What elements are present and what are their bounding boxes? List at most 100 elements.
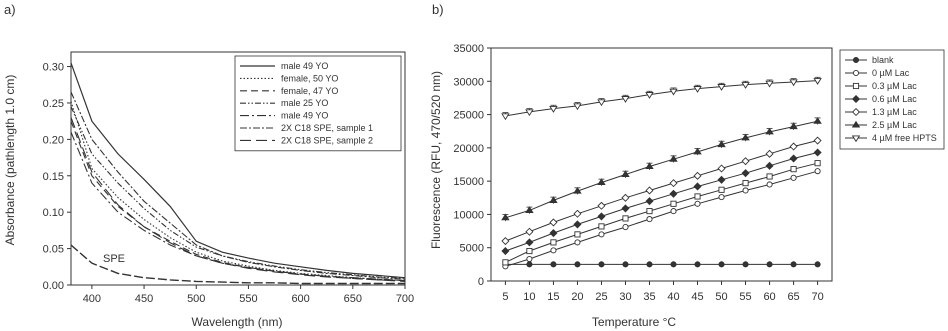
panel-b-data-point xyxy=(765,149,774,158)
panel-b-legend-label: 0.6 µM Lac xyxy=(872,94,917,104)
panel-b-data-point xyxy=(814,160,821,167)
panel-a-y-tick-label: 0.10 xyxy=(43,207,64,219)
panel-b-y-tick-label: 15000 xyxy=(453,176,484,188)
panel-b-data-point xyxy=(550,261,557,268)
panel-b-data-point xyxy=(670,261,677,268)
panel-b-plot: 5 10 15 20 25 30 35 40 45 50 55 60 65 70 0 5000 10000 150… xyxy=(453,43,833,303)
panel-b-data-point xyxy=(717,164,726,173)
panel-b-data-point xyxy=(621,96,630,103)
panel-b-data-point xyxy=(646,208,653,215)
panel-b-data-point xyxy=(622,224,629,231)
panel-a-series-line xyxy=(70,91,406,280)
panel-a-legend-label: male 25 YO xyxy=(281,98,328,108)
panel-b-data-point xyxy=(717,84,726,91)
panel-b-data-point xyxy=(501,237,510,246)
panel-b-x-tick-label: 70 xyxy=(811,291,823,303)
panel-b-data-point xyxy=(693,147,702,155)
panel-a-x-tick-label: 400 xyxy=(83,293,101,305)
panel-b-data-point xyxy=(525,206,534,213)
panel-b-data-point xyxy=(766,261,773,268)
panel-a-plot-frame xyxy=(70,51,406,286)
panel-b-data-point xyxy=(621,193,630,202)
panel-b-data-point xyxy=(790,174,797,181)
panel-b-data-point xyxy=(741,169,750,178)
panel-a-label: a) xyxy=(4,2,16,17)
panel-a-y-tick-label: 0.15 xyxy=(43,171,64,183)
panel-b-y-axis-label: Fluorescence (RFU, 470/520 nm) xyxy=(429,71,443,249)
panel-b-data-point xyxy=(597,212,606,221)
panel-b-data-point xyxy=(693,171,702,180)
panel-b-data-point xyxy=(645,162,654,170)
panel-b-data-point xyxy=(718,261,725,268)
panel-b-data-point xyxy=(597,178,606,186)
panel-b-data-point xyxy=(501,113,510,121)
panel-b-data-point xyxy=(573,103,582,111)
panel-b-series-line xyxy=(505,140,818,242)
panel-b-data-point xyxy=(525,227,534,236)
panel-a-y-tick-label: 0.30 xyxy=(43,62,64,74)
panel-b-plot-frame xyxy=(490,47,833,282)
panel-b-legend-marker xyxy=(851,94,861,104)
panel-b-data-point xyxy=(526,255,533,263)
panel-a-series-line xyxy=(70,101,406,282)
panel-b-legend-label: 0 µM Lac xyxy=(872,68,910,78)
panel-b-data-point xyxy=(597,99,606,107)
panel-b-data-point xyxy=(525,238,534,247)
panel-b-x-tick-label: 60 xyxy=(763,291,775,303)
panel-a-legend-label: male 49 YO xyxy=(281,61,328,71)
panel-b-x-tick-label: 25 xyxy=(595,291,607,303)
panel-b-data-point xyxy=(645,197,654,206)
panel-b-data-point xyxy=(669,179,678,188)
panel-b-data-point xyxy=(597,201,606,210)
panel-b-y-tick-label: 30000 xyxy=(453,76,484,88)
panel-a-legend-label: 2X C18 SPE, sample 2 xyxy=(281,135,373,145)
panel-b-data-point xyxy=(718,194,725,201)
panel-b-legend-label: 2.5 µM Lac xyxy=(872,120,917,130)
panel-b-legend-label: blank xyxy=(872,55,894,65)
panel-a-legend: male 49 YO female, 50 YO female, 47 YO male… xyxy=(234,55,402,152)
panel-b-x-tick-label: 40 xyxy=(667,291,679,303)
panel-a-y-tick-label: 0.25 xyxy=(43,98,64,110)
panel-a-x-axis-label: Wavelength (nm) xyxy=(192,315,283,329)
panel-b-data-point xyxy=(598,223,605,230)
panel-b-label: b) xyxy=(432,2,444,17)
panel-b-data-point xyxy=(525,109,534,117)
panel-b-data-point xyxy=(573,209,582,218)
panel-b-legend-box xyxy=(839,49,945,150)
panel-a-spe-annotation: SPE xyxy=(103,253,125,265)
panel-b-data-point xyxy=(669,189,678,198)
panel-a-legend-label: female, 50 YO xyxy=(281,73,338,83)
panel-b-data-point xyxy=(765,80,774,88)
panel-b-series-line xyxy=(505,80,818,117)
panel-b-x-tick-label: 45 xyxy=(691,291,703,303)
panel-b-data-point xyxy=(790,166,797,173)
panel-b-series-line xyxy=(505,170,818,267)
panel-b-y-tick-label: 10000 xyxy=(453,209,484,221)
panel-b-series-line xyxy=(505,152,818,252)
panel-b-x-tick-label: 10 xyxy=(523,291,535,303)
panel-a-x-tick-label: 650 xyxy=(344,293,362,305)
panel-b-data-point xyxy=(645,186,654,195)
panel-a-legend-label: 2X C18 SPE, sample 1 xyxy=(281,123,373,133)
panel-b-y-tick-label: 5000 xyxy=(460,243,484,255)
panel-b-data-point xyxy=(670,208,677,215)
panel-b-data-point xyxy=(573,186,582,194)
panel-b-data-point xyxy=(765,161,774,170)
panel-b-data-point xyxy=(645,92,654,99)
panel-b-data-point xyxy=(789,122,798,130)
panel-b-data-point xyxy=(598,231,605,238)
panel-b-data-point xyxy=(526,261,533,268)
panel-b-x-tick-label: 55 xyxy=(739,291,751,303)
panel-b-legend-marker xyxy=(851,107,861,117)
panel-b-data-point xyxy=(550,247,557,254)
panel-b-data-point xyxy=(694,193,701,200)
panel-b-legend-marker xyxy=(852,56,860,64)
panel-b-data-point xyxy=(549,218,558,227)
panel-b-data-point xyxy=(693,86,702,93)
panel-a-x-tick-label: 600 xyxy=(291,293,309,305)
panel-b-data-point xyxy=(741,82,750,89)
panel-a-x-tick-label: 700 xyxy=(396,293,414,305)
panel-a-legend-label: female, 47 YO xyxy=(281,86,338,96)
panel-a-legend-label: male 49 YO xyxy=(281,111,328,121)
